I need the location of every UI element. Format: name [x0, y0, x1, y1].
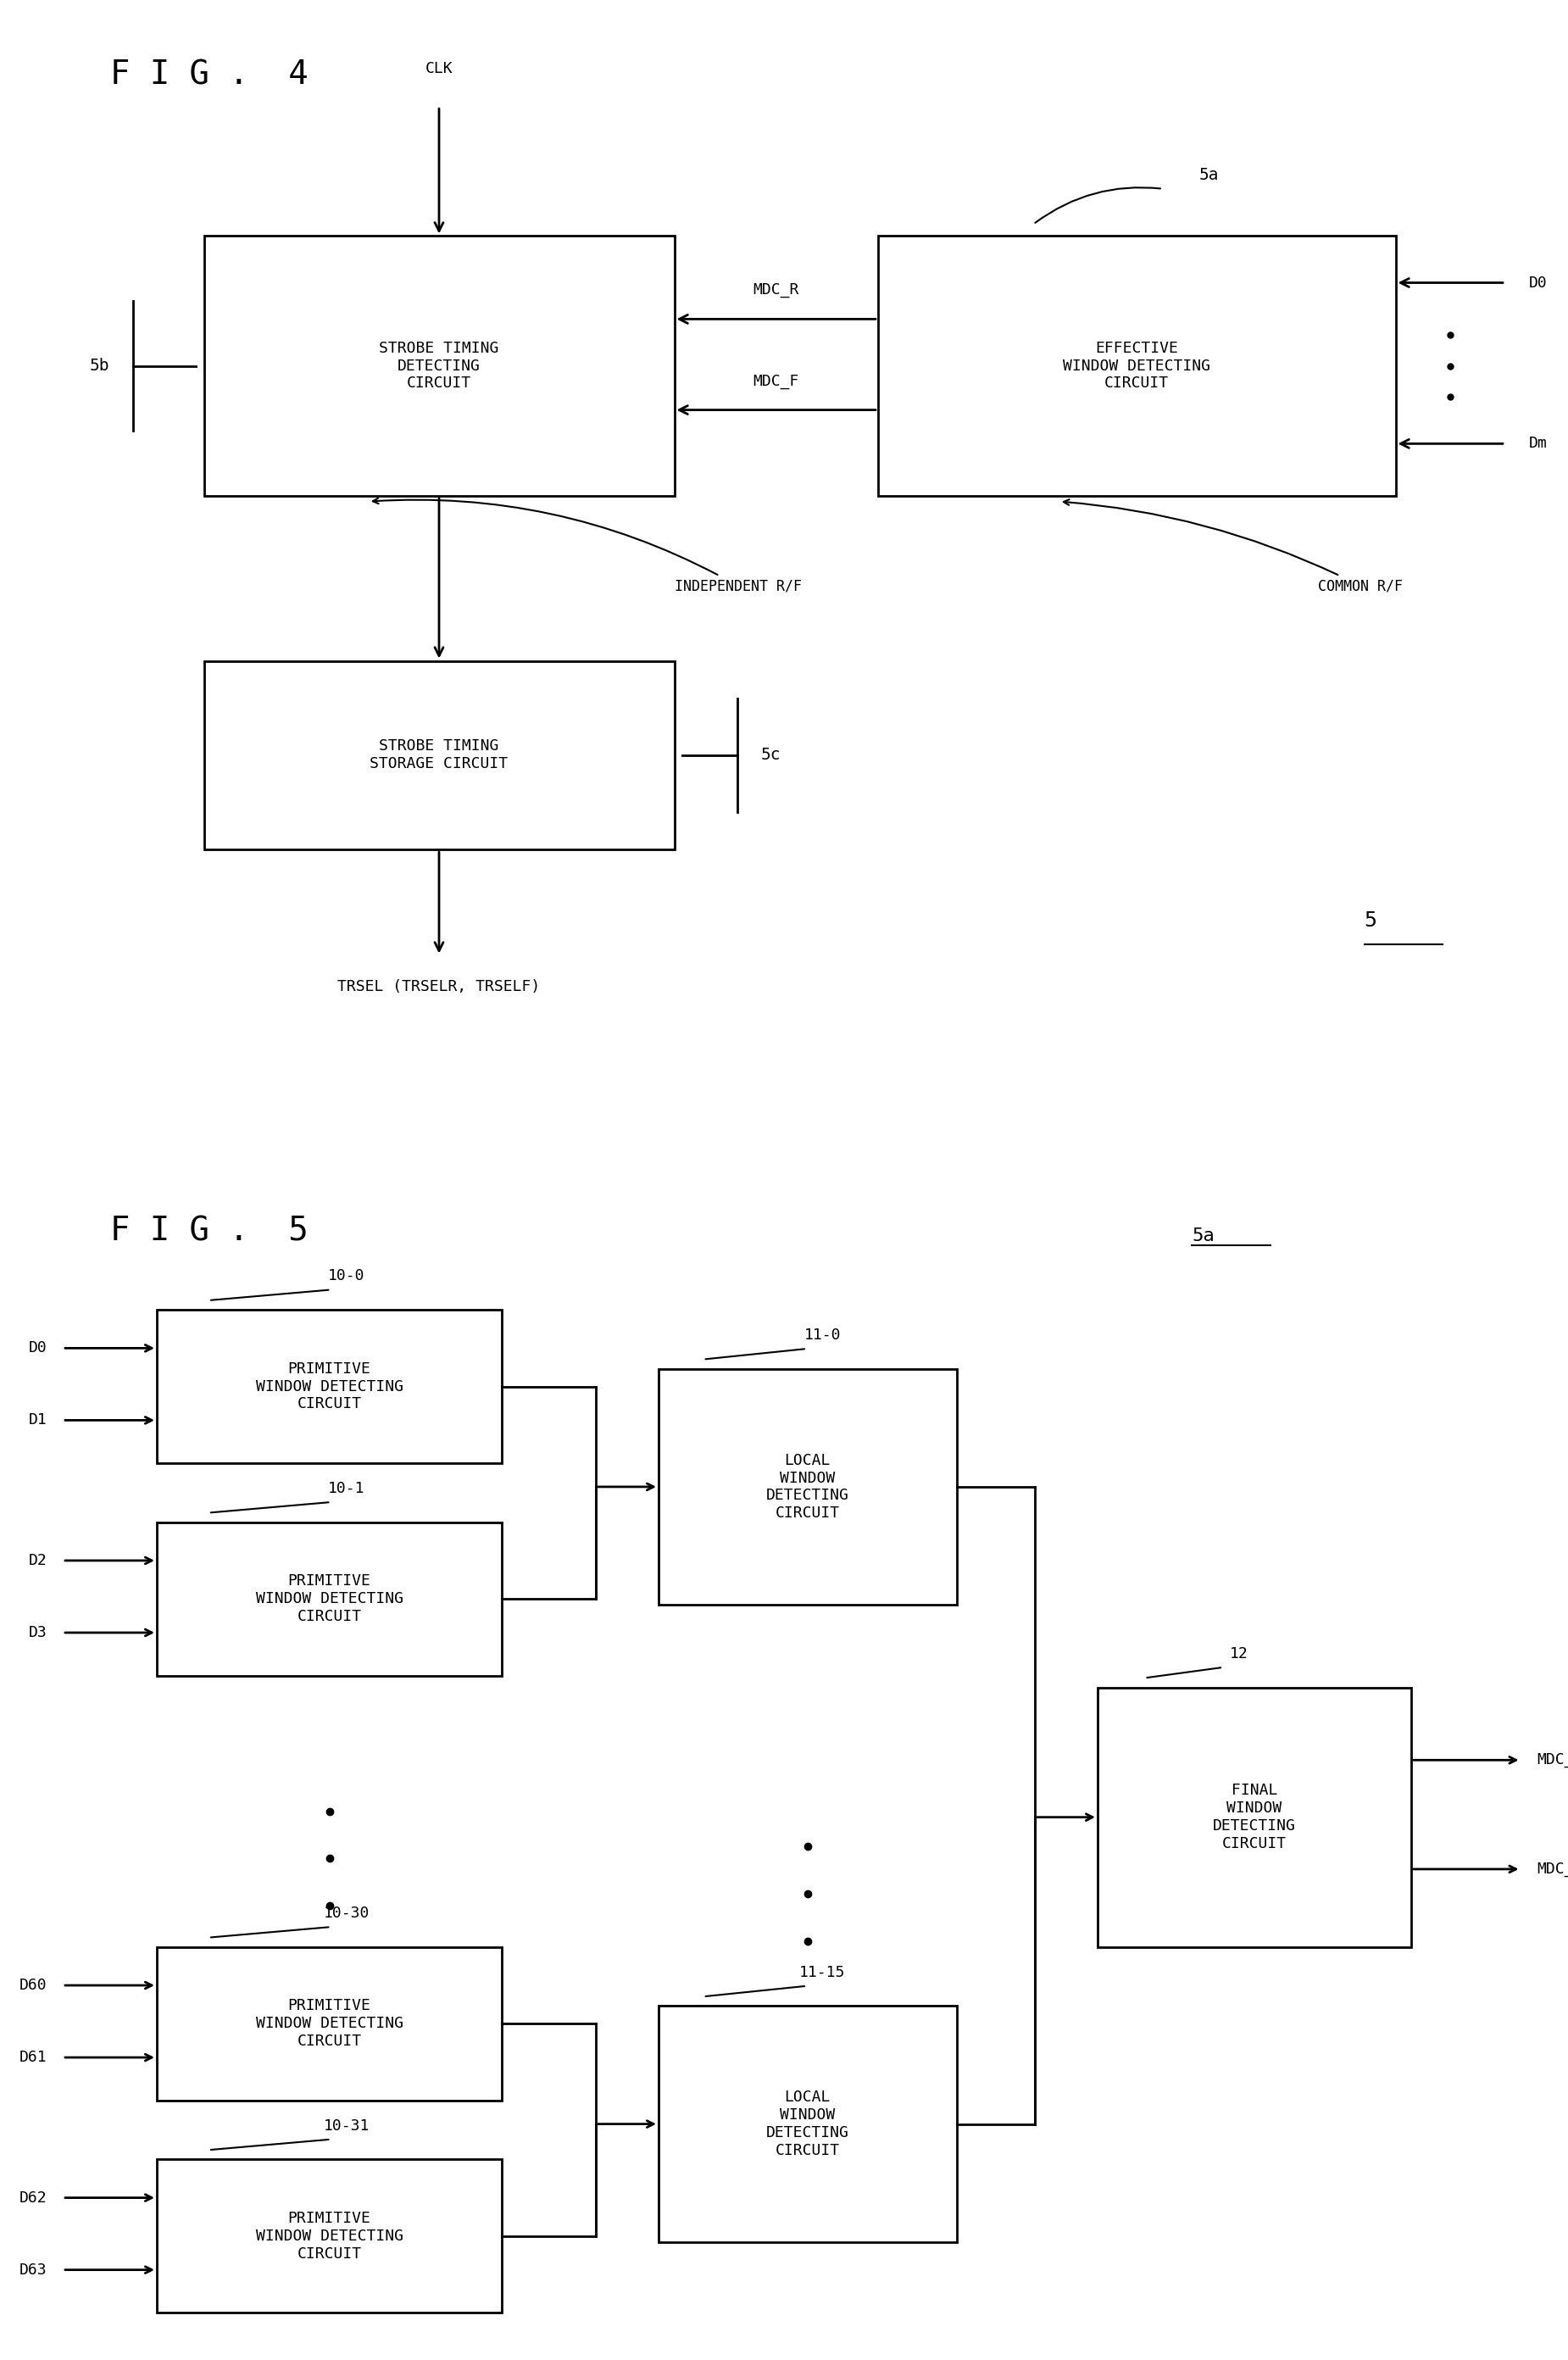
Text: F I G .  4: F I G . 4	[110, 59, 307, 92]
Text: MDC_R: MDC_R	[1537, 1753, 1568, 1768]
FancyBboxPatch shape	[659, 1369, 956, 1605]
Text: MDC_F: MDC_F	[753, 373, 800, 389]
Text: COMMON R/F: COMMON R/F	[1063, 500, 1403, 592]
Text: 5b: 5b	[89, 359, 110, 373]
Text: INDEPENDENT R/F: INDEPENDENT R/F	[373, 498, 801, 592]
Text: D63: D63	[19, 2263, 47, 2277]
Text: D3: D3	[28, 1626, 47, 1640]
Text: LOCAL
WINDOW
DETECTING
CIRCUIT: LOCAL WINDOW DETECTING CIRCUIT	[767, 1454, 848, 1520]
FancyBboxPatch shape	[157, 1310, 502, 1463]
Text: D2: D2	[28, 1553, 47, 1567]
Text: MDC_F: MDC_F	[1537, 1862, 1568, 1876]
Text: TRSEL (TRSELR, TRSELF): TRSEL (TRSELR, TRSELF)	[337, 979, 541, 994]
Text: STROBE TIMING
DETECTING
CIRCUIT: STROBE TIMING DETECTING CIRCUIT	[379, 340, 499, 392]
FancyBboxPatch shape	[204, 236, 674, 496]
Text: D0: D0	[1529, 276, 1548, 290]
Text: 12: 12	[1229, 1647, 1248, 1661]
Text: 5: 5	[1364, 911, 1377, 930]
Text: D61: D61	[19, 2051, 47, 2065]
Text: 10-30: 10-30	[323, 1907, 370, 1921]
Text: STROBE TIMING
STORAGE CIRCUIT: STROBE TIMING STORAGE CIRCUIT	[370, 739, 508, 772]
Text: F I G .  5: F I G . 5	[110, 1215, 307, 1248]
Text: D1: D1	[28, 1414, 47, 1428]
Text: Dm: Dm	[1529, 437, 1548, 451]
Text: 11-0: 11-0	[804, 1329, 840, 1343]
Text: D62: D62	[19, 2190, 47, 2204]
Text: 11-15: 11-15	[800, 1966, 845, 1980]
FancyBboxPatch shape	[204, 661, 674, 850]
Text: PRIMITIVE
WINDOW DETECTING
CIRCUIT: PRIMITIVE WINDOW DETECTING CIRCUIT	[256, 1362, 403, 1411]
Text: PRIMITIVE
WINDOW DETECTING
CIRCUIT: PRIMITIVE WINDOW DETECTING CIRCUIT	[256, 1999, 403, 2048]
FancyBboxPatch shape	[659, 2006, 956, 2242]
Text: MDC_R: MDC_R	[753, 283, 800, 297]
Text: FINAL
WINDOW
DETECTING
CIRCUIT: FINAL WINDOW DETECTING CIRCUIT	[1214, 1784, 1295, 1850]
Text: 10-1: 10-1	[328, 1482, 365, 1496]
Text: LOCAL
WINDOW
DETECTING
CIRCUIT: LOCAL WINDOW DETECTING CIRCUIT	[767, 2091, 848, 2157]
Text: PRIMITIVE
WINDOW DETECTING
CIRCUIT: PRIMITIVE WINDOW DETECTING CIRCUIT	[256, 2211, 403, 2261]
Text: D0: D0	[28, 1340, 47, 1355]
Text: EFFECTIVE
WINDOW DETECTING
CIRCUIT: EFFECTIVE WINDOW DETECTING CIRCUIT	[1063, 340, 1210, 392]
Text: 5a: 5a	[1200, 168, 1218, 184]
Text: 5c: 5c	[760, 748, 781, 762]
Text: 5a: 5a	[1192, 1227, 1214, 1244]
Text: CLK: CLK	[425, 61, 453, 76]
FancyBboxPatch shape	[1098, 1687, 1411, 1947]
FancyBboxPatch shape	[157, 1947, 502, 2100]
FancyBboxPatch shape	[878, 236, 1396, 496]
Text: D60: D60	[19, 1978, 47, 1992]
FancyBboxPatch shape	[157, 2159, 502, 2313]
Text: PRIMITIVE
WINDOW DETECTING
CIRCUIT: PRIMITIVE WINDOW DETECTING CIRCUIT	[256, 1574, 403, 1624]
Text: 10-31: 10-31	[323, 2119, 370, 2133]
Text: 10-0: 10-0	[328, 1270, 365, 1284]
FancyBboxPatch shape	[157, 1522, 502, 1676]
